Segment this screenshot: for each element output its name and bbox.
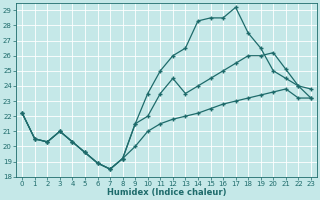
X-axis label: Humidex (Indice chaleur): Humidex (Indice chaleur) [107, 188, 226, 197]
